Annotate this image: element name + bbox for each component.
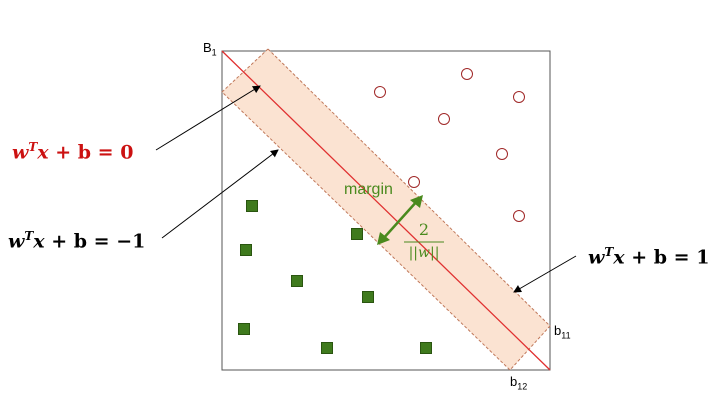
class-circles: [374, 68, 525, 222]
class-square: [321, 342, 333, 354]
class-circle: [461, 68, 473, 80]
class-square: [238, 323, 250, 335]
class-squares: [238, 200, 432, 354]
lower-margin-equation: wTx + b = −1: [8, 229, 146, 253]
hyperplane-equation: wTx + b = 0: [12, 140, 134, 164]
margin-numerator: 2: [418, 220, 430, 239]
corner-label-b11: b11: [554, 323, 571, 341]
class-circle: [496, 148, 508, 160]
center-eq-pointer: [155, 85, 261, 151]
corner-label-b12: b12: [510, 374, 528, 392]
upper-margin-equation: wTx + b = 1: [588, 245, 710, 269]
class-square: [291, 275, 303, 287]
class-circle: [513, 91, 525, 103]
corner-label-b1: B1: [203, 40, 217, 58]
class-square: [420, 342, 432, 354]
class-circle: [438, 113, 450, 125]
hyperplane-line: [221, 50, 551, 371]
upper-eq-pointer: [513, 255, 577, 293]
plot-frame: [221, 50, 551, 371]
margin-label: margin: [344, 181, 393, 198]
class-circle: [408, 176, 420, 188]
class-square: [246, 200, 258, 212]
margin-denominator: ||w||: [408, 245, 440, 261]
margin-arrow: [377, 195, 444, 245]
lower-eq-pointer: [161, 149, 279, 239]
class-circle: [374, 86, 386, 98]
class-square: [240, 244, 252, 256]
class-circle: [513, 210, 525, 222]
class-square: [362, 291, 374, 303]
class-square: [351, 228, 363, 240]
